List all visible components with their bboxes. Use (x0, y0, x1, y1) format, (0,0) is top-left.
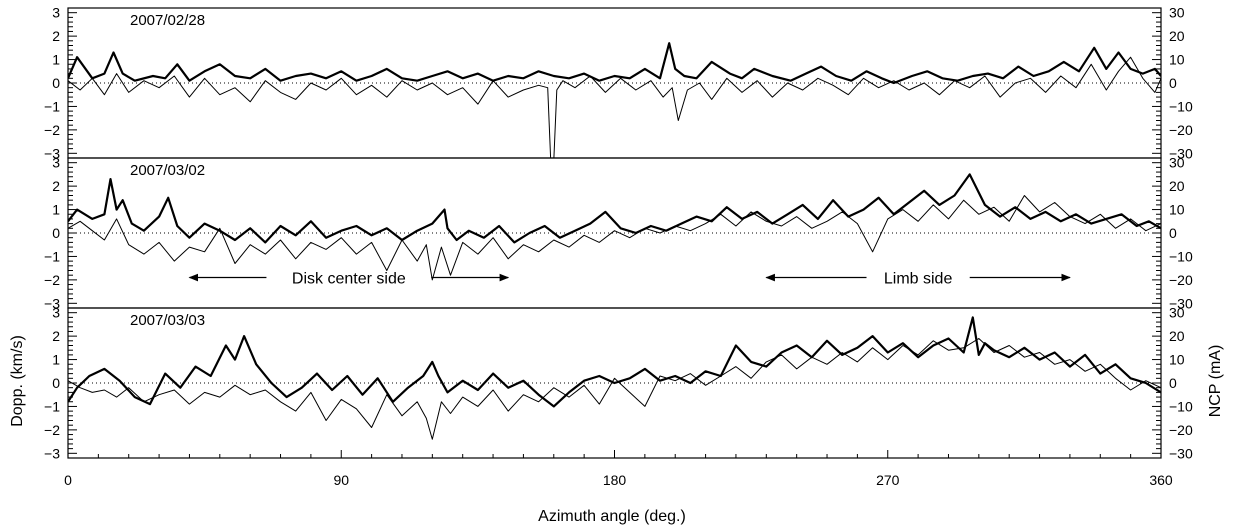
right-tick-label: −20 (1169, 422, 1193, 438)
panel-frame (67, 157, 1162, 309)
left-tick-label: 1 (52, 202, 60, 218)
left-tick-label: 3 (52, 5, 60, 21)
panel-date-label: 2007/03/03 (130, 312, 205, 329)
annotation-label: Limb side (884, 271, 953, 288)
series-line-thin (68, 195, 1161, 281)
x-tick-label: 270 (876, 472, 900, 488)
x-tick-label: 360 (1149, 472, 1173, 488)
right-tick-label: −10 (1169, 248, 1193, 264)
annotation: Disk center side (188, 271, 510, 288)
panels-layer: −3−2−10123−30−20−1001020302007/02/28−3−2… (44, 5, 1193, 462)
series-line-thin (68, 56, 1161, 158)
right-tick-label: −30 (1169, 145, 1193, 161)
right-tick-label: 30 (1169, 305, 1185, 321)
series-line-thin (68, 338, 1161, 440)
left-axis-title: Dopp. (km/s) (9, 335, 26, 427)
right-tick-label: 0 (1169, 225, 1177, 241)
left-tick-label: −2 (44, 422, 60, 438)
left-tick-label: 1 (52, 52, 60, 68)
left-tick-label: −1 (44, 248, 60, 264)
x-axis-title: Azimuth angle (deg.) (538, 508, 686, 525)
annotation: Limb side (765, 271, 1071, 288)
panel-date-label: 2007/03/02 (130, 162, 205, 179)
right-tick-label: 20 (1169, 178, 1185, 194)
x-tick-label: 0 (64, 472, 72, 488)
left-tick-label: −3 (44, 145, 60, 161)
right-tick-label: 0 (1169, 75, 1177, 91)
series-line-thick (68, 316, 1161, 408)
right-tick-label: 30 (1169, 155, 1185, 171)
x-tick-label: 90 (333, 472, 349, 488)
left-tick-label: 0 (52, 75, 60, 91)
x-axis: 0 90 180 270 360 (64, 450, 1173, 488)
right-tick-label: −10 (1169, 398, 1193, 414)
series-line-thick (68, 42, 1161, 85)
right-tick-label: 0 (1169, 375, 1177, 391)
right-axis-title: NCP (mA) (1207, 345, 1224, 418)
left-tick-label: −1 (44, 398, 60, 414)
panel-frame (67, 7, 1162, 159)
series-line-thick (68, 173, 1161, 244)
right-tick-label: −30 (1169, 445, 1193, 461)
left-tick-label: 3 (52, 155, 60, 171)
right-tick-label: 20 (1169, 28, 1185, 44)
left-tick-label: 2 (52, 328, 60, 344)
left-tick-label: −3 (44, 295, 60, 311)
left-tick-label: 0 (52, 375, 60, 391)
right-tick-label: −10 (1169, 98, 1193, 114)
right-tick-label: 20 (1169, 328, 1185, 344)
left-tick-label: 0 (52, 225, 60, 241)
left-tick-label: 1 (52, 352, 60, 368)
right-tick-label: 10 (1169, 52, 1185, 68)
left-tick-label: 3 (52, 305, 60, 321)
x-tick-label: 180 (603, 472, 627, 488)
right-tick-label: −30 (1169, 295, 1193, 311)
right-tick-label: −20 (1169, 122, 1193, 138)
left-tick-label: 2 (52, 28, 60, 44)
right-tick-label: 10 (1169, 352, 1185, 368)
right-tick-label: 10 (1169, 202, 1185, 218)
left-tick-label: −2 (44, 122, 60, 138)
left-tick-label: −1 (44, 98, 60, 114)
left-tick-label: −2 (44, 272, 60, 288)
left-tick-label: −3 (44, 445, 60, 461)
right-tick-label: −20 (1169, 272, 1193, 288)
annotation-label: Disk center side (292, 271, 406, 288)
panel-date-label: 2007/02/28 (130, 12, 205, 29)
right-tick-label: 30 (1169, 5, 1185, 21)
left-tick-label: 2 (52, 178, 60, 194)
